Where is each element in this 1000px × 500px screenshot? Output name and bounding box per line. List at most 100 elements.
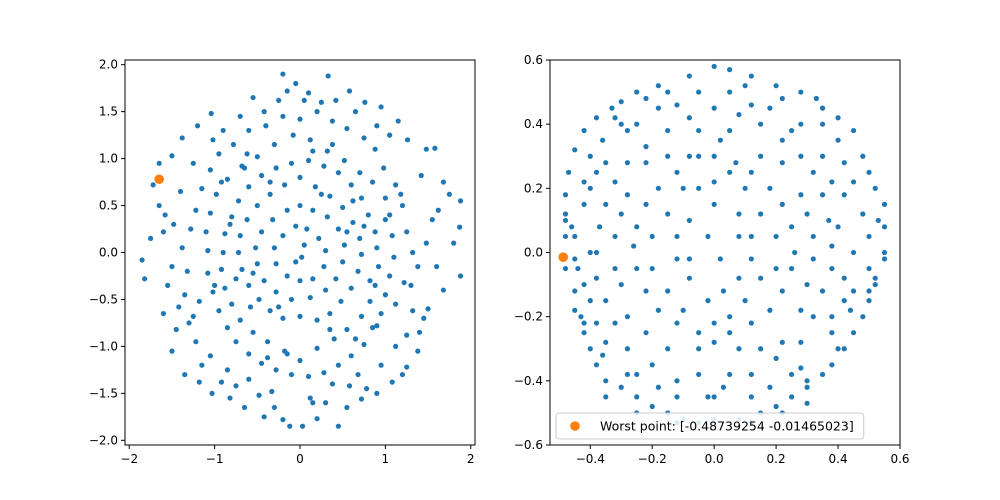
scatter-point	[829, 265, 835, 272]
scatter-point	[258, 360, 265, 366]
y-tick-label: 0.4	[524, 117, 543, 131]
scatter-point	[860, 314, 866, 320]
scatter-point	[705, 394, 711, 400]
scatter-point	[297, 174, 303, 180]
scatter-point	[773, 403, 779, 410]
scatter-point	[169, 348, 175, 354]
scatter-point	[237, 113, 243, 119]
scatter-point	[222, 231, 228, 237]
x-tick-label: 0	[296, 452, 304, 466]
y-tick-label: 1.5	[99, 105, 118, 119]
scatter-point	[587, 249, 593, 256]
scatter-point	[779, 288, 785, 294]
scatter-point	[603, 201, 609, 207]
scatter-point	[331, 336, 337, 342]
scatter-point	[314, 416, 320, 422]
x-tick-label: 0.6	[890, 452, 909, 466]
scatter-point	[711, 394, 717, 400]
scatter-point	[829, 362, 835, 368]
scatter-point	[850, 249, 857, 256]
scatter-point	[665, 346, 671, 352]
scatter-point	[655, 105, 662, 111]
scatter-point	[273, 367, 279, 373]
scatter-point	[186, 320, 192, 326]
scatter-point	[603, 378, 609, 384]
scatter-point	[280, 233, 286, 239]
scatter-point	[235, 249, 242, 256]
scatter-point	[391, 254, 397, 260]
scatter-point	[399, 371, 406, 378]
scatter-point	[773, 83, 779, 89]
scatter-point	[340, 204, 346, 211]
scatter-point	[643, 330, 649, 336]
scatter-point	[297, 202, 303, 209]
scatter-point	[258, 229, 265, 235]
scatter-point	[235, 198, 242, 204]
scatter-point	[596, 224, 603, 230]
y-tick-label: 1.0	[99, 152, 118, 166]
scatter-point	[194, 123, 201, 129]
worst-point-marker	[558, 252, 568, 262]
scatter-point	[603, 394, 609, 400]
scatter-point	[310, 400, 316, 406]
scatter-point	[711, 339, 717, 345]
scatter-point	[404, 137, 411, 143]
scatter-point	[220, 249, 226, 256]
scatter-point	[562, 233, 569, 240]
scatter-point	[404, 364, 410, 370]
scatter-point	[190, 160, 196, 166]
scatter-point	[736, 275, 742, 281]
scatter-point	[139, 257, 145, 263]
scatter-point	[742, 298, 748, 304]
y-tick-label: −0.5	[89, 292, 118, 306]
scatter-point	[264, 355, 271, 361]
scatter-point	[162, 212, 168, 218]
scatter-point	[227, 221, 233, 227]
scatter-point	[819, 121, 826, 127]
scatter-point	[276, 304, 282, 310]
scatter-point	[432, 145, 438, 151]
scatter-point	[655, 384, 662, 390]
scatter-point	[674, 169, 680, 175]
scatter-point	[205, 248, 211, 254]
scatter-point	[634, 121, 640, 127]
scatter-point	[329, 141, 336, 148]
scatter-point	[374, 245, 380, 251]
scatter-point	[572, 307, 578, 313]
scatter-point	[156, 160, 162, 166]
scatter-point	[674, 102, 680, 108]
scatter-point	[748, 371, 754, 378]
x-tick-label: −0.2	[638, 452, 667, 466]
scatter-point	[835, 115, 841, 121]
scatter-point	[634, 224, 640, 230]
scatter-point	[727, 371, 733, 378]
scatter-point	[290, 132, 296, 138]
scatter-point	[686, 256, 692, 262]
scatter-point	[819, 371, 826, 378]
scatter-point	[612, 179, 618, 185]
scatter-point	[372, 146, 378, 152]
scatter-point	[425, 306, 431, 312]
scatter-point	[720, 288, 727, 294]
scatter-point	[767, 105, 773, 111]
scatter-point	[593, 115, 600, 121]
scatter-point	[375, 263, 382, 270]
scatter-point	[421, 315, 427, 321]
scatter-point	[284, 273, 290, 279]
y-tick-label: 0.5	[99, 199, 118, 213]
scatter-point	[578, 314, 584, 320]
scatter-point	[241, 165, 248, 171]
scatter-point	[587, 346, 593, 352]
legend-box	[555, 412, 865, 440]
scatter-point	[254, 154, 260, 160]
scatter-point	[271, 141, 277, 148]
scatter-point	[624, 371, 631, 378]
scatter-point	[299, 254, 305, 260]
scatter-point	[229, 214, 235, 220]
scatter-point	[321, 263, 327, 270]
scatter-point	[841, 275, 847, 281]
scatter-point	[612, 320, 618, 326]
scatter-point	[207, 167, 213, 173]
scatter-point	[323, 400, 329, 406]
scatter-point	[273, 165, 279, 171]
